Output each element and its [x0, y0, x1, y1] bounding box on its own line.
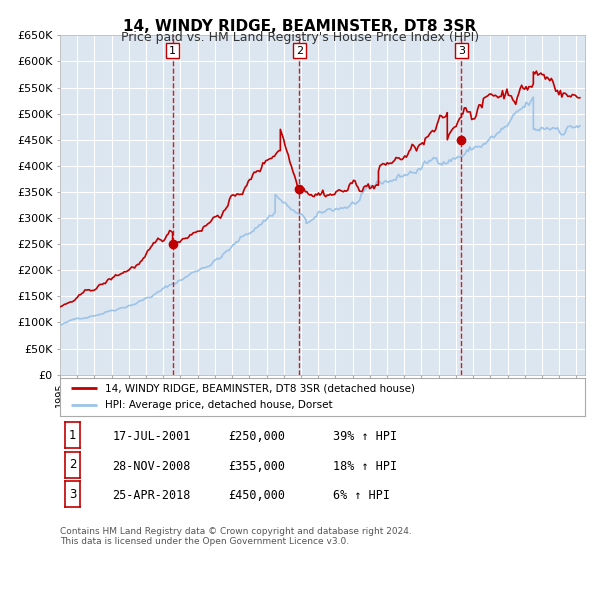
Text: 25-APR-2018: 25-APR-2018: [113, 490, 191, 503]
Text: £250,000: £250,000: [228, 431, 285, 444]
Text: 2: 2: [296, 45, 303, 55]
Text: £355,000: £355,000: [228, 460, 285, 473]
Text: 6% ↑ HPI: 6% ↑ HPI: [333, 490, 390, 503]
Text: 2: 2: [69, 458, 77, 471]
Text: £450,000: £450,000: [228, 490, 285, 503]
Text: Price paid vs. HM Land Registry's House Price Index (HPI): Price paid vs. HM Land Registry's House …: [121, 31, 479, 44]
Text: 1: 1: [69, 429, 77, 442]
Text: 3: 3: [69, 488, 76, 501]
Text: HPI: Average price, detached house, Dorset: HPI: Average price, detached house, Dors…: [104, 400, 332, 410]
Text: 3: 3: [458, 45, 465, 55]
Text: 28-NOV-2008: 28-NOV-2008: [113, 460, 191, 473]
Text: 1: 1: [169, 45, 176, 55]
Text: This data is licensed under the Open Government Licence v3.0.: This data is licensed under the Open Gov…: [60, 537, 349, 546]
Text: 17-JUL-2001: 17-JUL-2001: [113, 431, 191, 444]
Text: 18% ↑ HPI: 18% ↑ HPI: [333, 460, 397, 473]
Text: 14, WINDY RIDGE, BEAMINSTER, DT8 3SR (detached house): 14, WINDY RIDGE, BEAMINSTER, DT8 3SR (de…: [104, 384, 415, 394]
Text: Contains HM Land Registry data © Crown copyright and database right 2024.: Contains HM Land Registry data © Crown c…: [60, 527, 412, 536]
Text: 39% ↑ HPI: 39% ↑ HPI: [333, 431, 397, 444]
Text: 14, WINDY RIDGE, BEAMINSTER, DT8 3SR: 14, WINDY RIDGE, BEAMINSTER, DT8 3SR: [124, 19, 476, 34]
